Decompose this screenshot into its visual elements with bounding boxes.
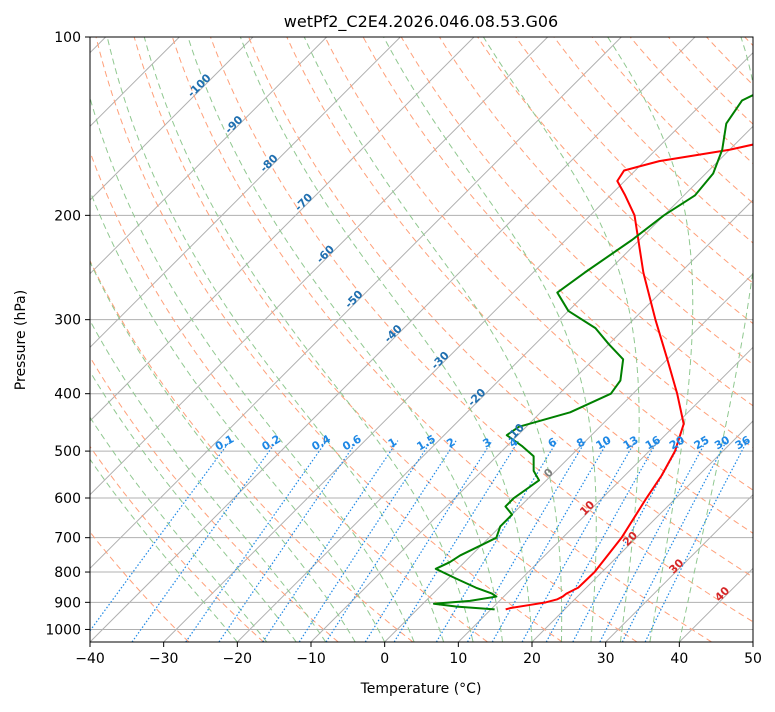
x-tick-label: 30 (597, 651, 615, 667)
y-tick-label: 800 (54, 565, 81, 581)
x-tick-label: −20 (223, 651, 253, 667)
y-tick-label: 900 (54, 595, 81, 611)
x-tick-label: 50 (744, 651, 762, 667)
chart-title: wetPf2_C2E4.2026.046.08.53.G06 (284, 12, 558, 32)
y-tick-label: 300 (54, 313, 81, 329)
x-tick-label: 10 (449, 651, 467, 667)
y-axis-label: Pressure (hPa) (13, 290, 29, 390)
x-axis-label: Temperature (°C) (360, 681, 482, 697)
y-tick-label: 700 (54, 531, 81, 547)
y-tick-label: 1000 (45, 622, 81, 638)
x-tick-label: −10 (296, 651, 326, 667)
y-tick-label: 400 (54, 387, 81, 403)
y-tick-label: 200 (54, 208, 81, 224)
x-tick-label: 40 (670, 651, 688, 667)
x-tick-label: −40 (75, 651, 105, 667)
y-tick-label: 100 (54, 30, 81, 46)
x-tick-label: 0 (380, 651, 389, 667)
x-tick-label: −30 (149, 651, 179, 667)
y-tick-label: 600 (54, 491, 81, 507)
x-tick-label: 20 (523, 651, 541, 667)
y-tick-label: 500 (54, 444, 81, 460)
